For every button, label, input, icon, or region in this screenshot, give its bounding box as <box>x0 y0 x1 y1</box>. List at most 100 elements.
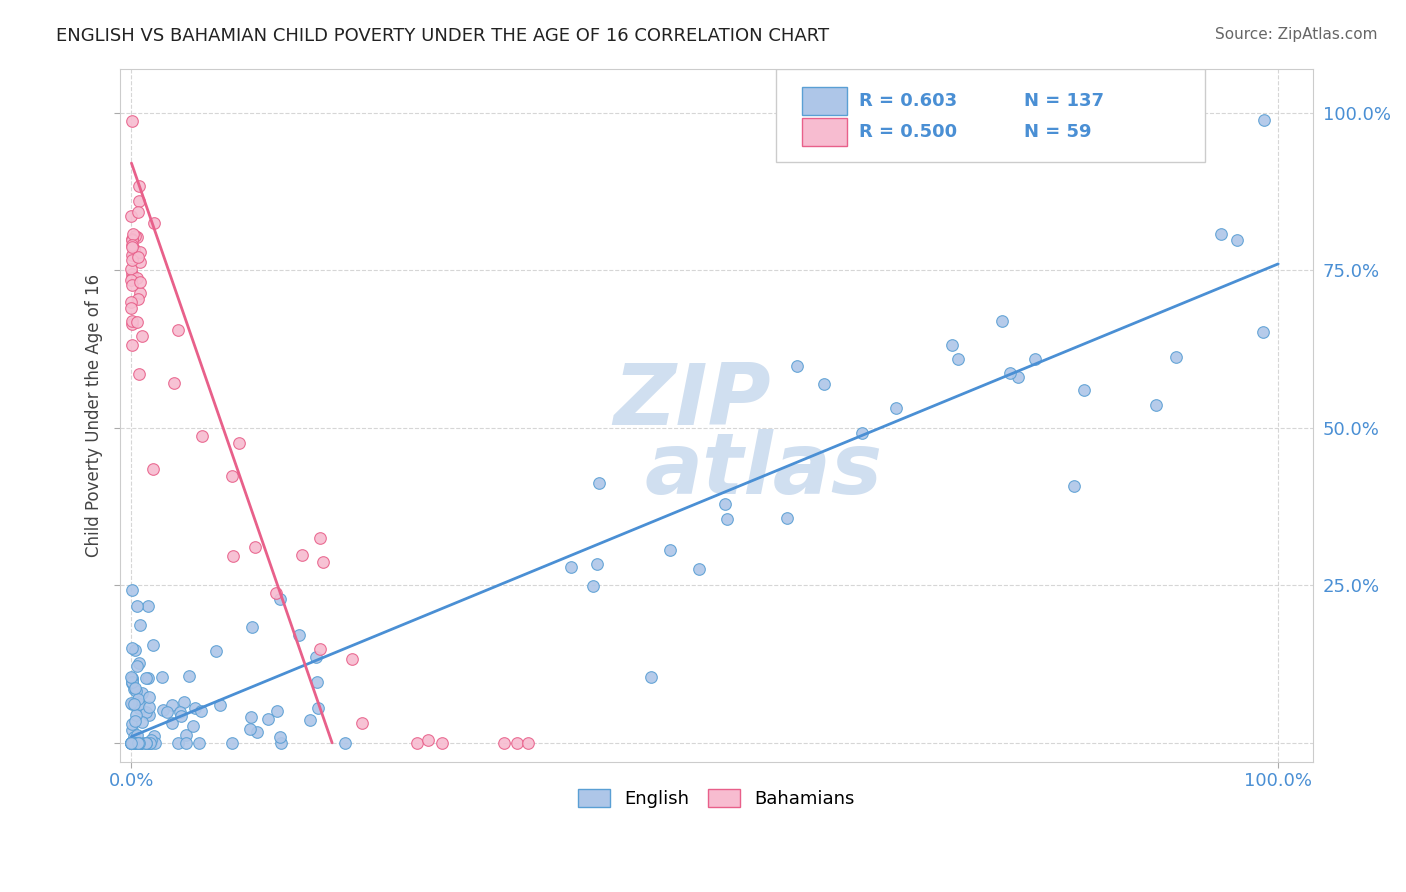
Point <box>174 736 197 750</box>
Point <box>517 736 540 750</box>
Point <box>121 317 143 331</box>
Point <box>139 736 162 750</box>
Point <box>120 736 142 750</box>
Point <box>128 736 150 750</box>
Point <box>150 670 173 684</box>
Point <box>120 273 142 287</box>
Point <box>222 549 245 564</box>
Text: N = 59: N = 59 <box>1024 123 1091 141</box>
Point <box>127 736 149 750</box>
Point <box>156 705 179 719</box>
Point <box>135 736 157 750</box>
Point <box>128 254 150 268</box>
Point <box>120 696 142 710</box>
Point <box>1253 113 1275 128</box>
Point <box>127 271 149 285</box>
Point <box>141 461 163 475</box>
Point <box>269 592 291 607</box>
Point <box>120 209 142 223</box>
Point <box>240 710 263 724</box>
Point <box>1063 479 1085 493</box>
Point <box>205 644 228 658</box>
Point <box>187 736 209 750</box>
Point <box>128 618 150 632</box>
Point <box>494 736 516 750</box>
Point <box>941 337 963 351</box>
Point <box>312 555 335 569</box>
Point <box>129 736 152 750</box>
Point <box>305 675 328 690</box>
Point <box>127 315 149 329</box>
Point <box>333 736 356 750</box>
Point <box>139 736 162 750</box>
Point <box>121 232 143 246</box>
Point <box>998 366 1021 380</box>
Point <box>122 246 145 260</box>
Point <box>127 691 149 706</box>
Point <box>167 736 190 750</box>
Point <box>309 642 332 657</box>
Point <box>851 425 873 440</box>
Point <box>128 286 150 301</box>
Point <box>640 670 662 684</box>
FancyBboxPatch shape <box>803 119 848 146</box>
Point <box>136 671 159 685</box>
Point <box>121 736 143 750</box>
Text: ENGLISH VS BAHAMIAN CHILD POVERTY UNDER THE AGE OF 16 CORRELATION CHART: ENGLISH VS BAHAMIAN CHILD POVERTY UNDER … <box>56 27 830 45</box>
Point <box>121 736 143 750</box>
Point <box>124 736 146 750</box>
Point <box>714 496 737 510</box>
Point <box>121 676 143 690</box>
Point <box>122 227 145 241</box>
Point <box>127 599 149 613</box>
Point <box>122 736 145 750</box>
Point <box>307 701 329 715</box>
Point <box>308 531 330 545</box>
Point <box>240 620 263 634</box>
Point <box>170 709 193 723</box>
Point <box>121 736 143 750</box>
Text: ZIP: ZIP <box>613 359 772 442</box>
Point <box>173 695 195 709</box>
Text: R = 0.603: R = 0.603 <box>859 92 957 110</box>
Point <box>184 701 207 715</box>
Point <box>120 736 142 750</box>
Point <box>1007 370 1029 384</box>
Point <box>129 736 152 750</box>
Point <box>121 723 143 738</box>
Point <box>128 697 150 711</box>
Point <box>131 686 153 700</box>
Point <box>131 714 153 729</box>
Point <box>152 702 174 716</box>
Point <box>138 708 160 723</box>
Point <box>181 719 204 733</box>
Point <box>135 671 157 685</box>
Point <box>266 586 288 600</box>
Point <box>418 733 440 747</box>
Point <box>121 262 143 277</box>
Point <box>128 656 150 670</box>
Point <box>138 736 160 750</box>
Point <box>120 736 142 750</box>
Point <box>121 697 143 711</box>
Point <box>177 668 200 682</box>
Point <box>127 293 149 307</box>
Point <box>208 698 231 712</box>
Point <box>350 715 373 730</box>
Text: N = 137: N = 137 <box>1024 92 1104 110</box>
Point <box>1073 384 1095 398</box>
Point <box>291 548 314 562</box>
Point <box>1166 350 1188 364</box>
Point <box>138 690 160 704</box>
Point <box>228 436 250 450</box>
Point <box>122 736 145 750</box>
Point <box>1209 227 1232 241</box>
Point <box>135 705 157 719</box>
Point <box>174 728 197 742</box>
Point <box>406 736 429 750</box>
Point <box>121 671 143 685</box>
Point <box>257 712 280 726</box>
Point <box>588 475 610 490</box>
Point <box>142 216 165 230</box>
Point <box>990 313 1012 327</box>
